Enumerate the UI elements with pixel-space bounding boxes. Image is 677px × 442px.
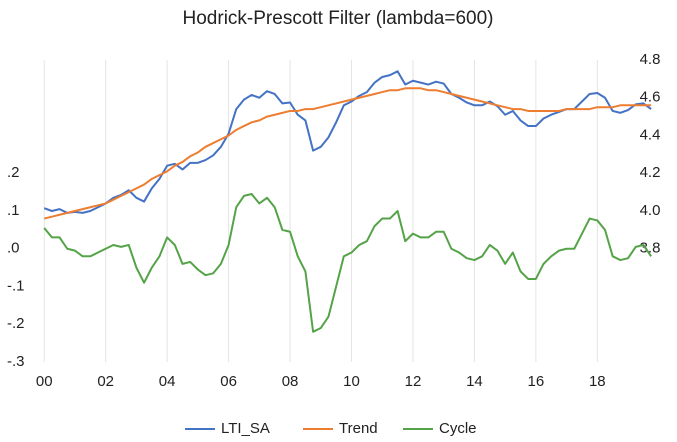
x-tick-label: 10 [343,373,360,390]
x-tick-label: 08 [282,373,299,390]
y-tick-label: .0 [7,240,20,257]
series-line [43,193,652,333]
legend-label: Trend [339,420,378,437]
x-tick-label: 16 [528,373,545,390]
x-tick-label: 12 [405,373,422,390]
x-tick-label: 18 [589,373,606,390]
x-tick-label: 06 [220,373,237,390]
y2-tick-label: 3.8 [640,240,661,257]
series-line [43,87,652,220]
y-tick-label: -.1 [7,277,25,294]
y-tick-label: .2 [7,164,20,181]
y2-tick-label: 4.8 [640,51,661,68]
chart-title: Hodrick-Prescott Filter (lambda=600) [183,8,494,29]
series-line [43,70,652,214]
x-tick-label: 02 [97,373,114,390]
y-tick-label: -.2 [7,315,25,332]
x-tick-label: 00 [36,373,53,390]
x-tick-label: 14 [466,373,483,390]
legend-label: LTI_SA [221,420,270,437]
y2-tick-label: 4.2 [640,164,661,181]
y2-tick-label: 4.6 [640,89,661,106]
y2-tick-label: 4.4 [640,126,661,143]
y2-tick-label: 4.0 [640,202,661,219]
x-tick-label: 04 [159,373,176,390]
legend-label: Cycle [439,420,477,437]
y-tick-label: .1 [7,202,20,219]
y-tick-label: -.3 [7,353,25,370]
